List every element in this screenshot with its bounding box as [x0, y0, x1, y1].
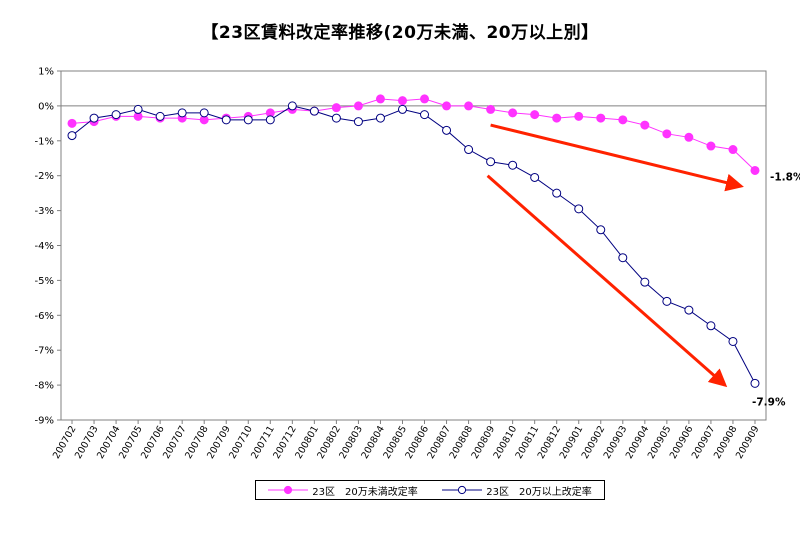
- data-point: [596, 225, 606, 235]
- data-point: [508, 160, 518, 170]
- data-point: [243, 115, 253, 125]
- series-layer: [67, 94, 760, 388]
- plot-frame: [60, 70, 767, 421]
- data-point: [574, 204, 584, 214]
- data-point: [442, 101, 452, 111]
- legend-marker-filled-icon: [268, 485, 309, 495]
- data-point: [508, 108, 518, 118]
- data-point: [464, 101, 474, 111]
- trend-arrow-over-200k: [486, 174, 728, 388]
- data-point: [397, 104, 407, 114]
- data-point: [728, 336, 738, 346]
- y-tick-label: -6%: [35, 311, 54, 322]
- data-point: [111, 110, 121, 120]
- data-point: [640, 120, 650, 130]
- legend-label-under-200k: 23区 20万未満改定率: [312, 486, 418, 498]
- data-point: [552, 113, 562, 123]
- data-point: [662, 129, 672, 139]
- data-point: [552, 188, 562, 198]
- legend-label-over-200k: 23区 20万以上改定率: [486, 486, 592, 498]
- data-point: [750, 378, 760, 388]
- data-point: [177, 108, 187, 118]
- data-point: [464, 145, 474, 155]
- annotation-label: -7.9%: [752, 396, 786, 408]
- data-point: [420, 110, 430, 120]
- data-point: [728, 145, 738, 155]
- data-point: [287, 101, 297, 111]
- y-tick-label: -2%: [35, 171, 54, 182]
- data-point: [706, 321, 716, 331]
- data-point: [67, 118, 77, 128]
- plot-area: [60, 70, 767, 421]
- data-point: [640, 277, 650, 287]
- y-tick-label: -5%: [35, 276, 54, 287]
- y-tick-label: -3%: [35, 206, 54, 217]
- trend-arrow-under-200k: [490, 123, 744, 192]
- y-tick-label: 1%: [38, 67, 54, 78]
- trend-arrows: [486, 123, 744, 388]
- data-point: [684, 132, 694, 142]
- data-point: [199, 108, 209, 118]
- data-point: [662, 296, 672, 306]
- data-point: [596, 113, 606, 123]
- y-tick-label: -1%: [35, 136, 54, 147]
- data-point: [618, 253, 628, 263]
- data-point: [530, 110, 540, 120]
- data-point: [67, 131, 77, 141]
- data-point: [331, 103, 341, 113]
- legend-marker-open-icon: [442, 485, 483, 495]
- annotation-label: -1.8%: [770, 171, 800, 183]
- data-point: [574, 111, 584, 121]
- data-point: [375, 113, 385, 123]
- y-tick-label: -7%: [35, 346, 54, 357]
- y-tick-label: -9%: [35, 416, 54, 427]
- x-axis: 2007022007032007042007052007062007072007…: [51, 420, 762, 461]
- chart-title: 【23区賃料改定率推移(20万未満、20万以上別】: [201, 23, 599, 43]
- y-tick-label: 0%: [38, 101, 54, 112]
- y-tick-label: -4%: [35, 241, 54, 252]
- legend: 23区 20万未満改定率 23区 20万以上改定率: [255, 480, 605, 500]
- data-point: [442, 125, 452, 135]
- data-point: [750, 165, 760, 175]
- data-point: [309, 106, 319, 116]
- legend-item-under-200k: 23区 20万未満改定率: [268, 483, 418, 498]
- series-1: [67, 101, 760, 388]
- data-point: [530, 172, 540, 182]
- data-point: [155, 111, 165, 121]
- data-point: [89, 113, 99, 123]
- data-point: [221, 115, 231, 125]
- data-point: [133, 104, 143, 114]
- data-point: [486, 104, 496, 114]
- data-point: [618, 115, 628, 125]
- y-axis: 1% 0% -1% -2% -3% -4% -5% -6% -7% -8% -9%: [35, 67, 61, 427]
- data-point: [486, 157, 496, 167]
- data-point: [353, 117, 363, 127]
- data-point: [331, 113, 341, 123]
- y-tick-label: -8%: [35, 381, 54, 392]
- legend-item-over-200k: 23区 20万以上改定率: [442, 483, 592, 498]
- data-point: [375, 94, 385, 104]
- data-point: [397, 96, 407, 106]
- data-point: [706, 141, 716, 151]
- data-point: [684, 305, 694, 315]
- annotations: -1.8% -7.9%: [752, 171, 800, 408]
- data-point: [265, 115, 275, 125]
- data-point: [353, 101, 363, 111]
- data-point: [420, 94, 430, 104]
